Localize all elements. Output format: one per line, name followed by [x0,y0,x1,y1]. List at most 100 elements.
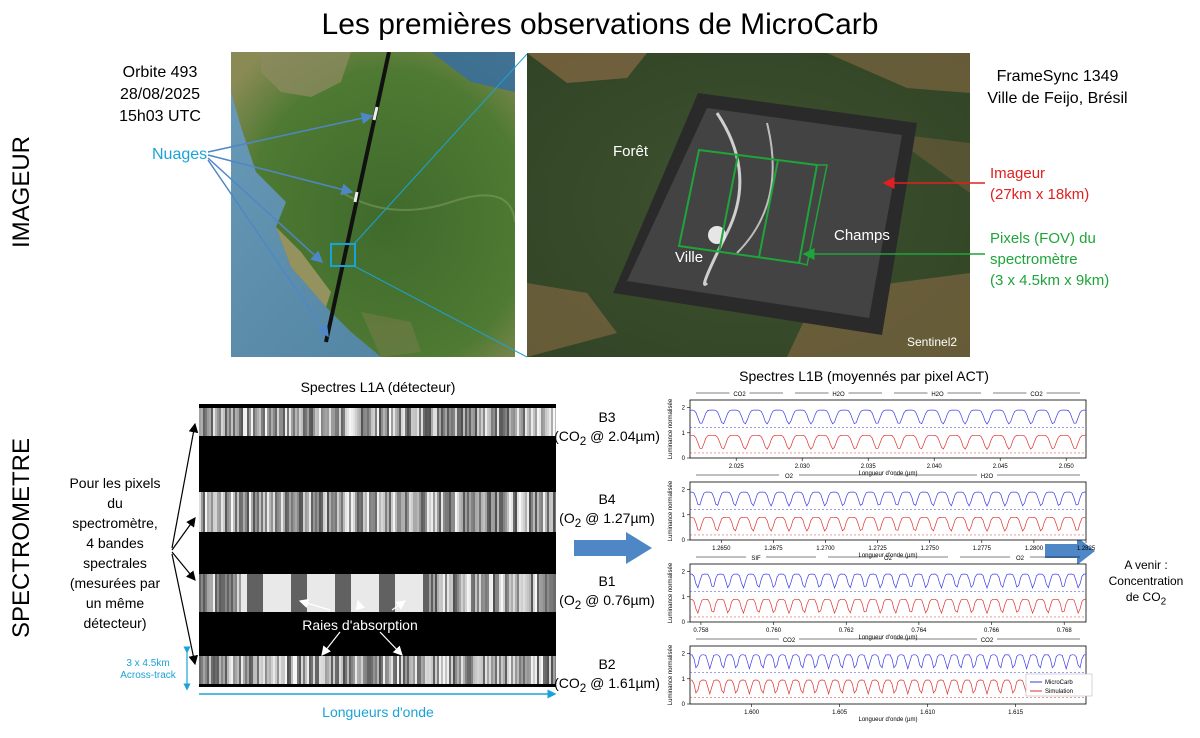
desc-line: (mesurées par [69,575,161,591]
x-tick-label: 2.045 [993,464,1009,470]
x-tick-label: 1.615 [1008,710,1024,716]
x-tick-label: 1.610 [920,710,936,716]
l1a-detector-image [199,404,557,687]
future-line2: Concentration [1108,574,1184,588]
y-tick-label: 1 [682,431,686,437]
x-tick-label: 2.050 [1059,464,1075,470]
x-tick-label: 1.600 [744,710,760,716]
framesync-location: Ville de Feijo, Brésil [987,90,1128,107]
x-tick-label: 0.766 [984,628,1000,634]
y-axis-label: Luminance normalisée [668,644,674,705]
detector-bands [199,408,557,684]
south-america-satellite-map [231,52,515,357]
page-title: Les premières observations de MicroCarb [321,8,879,41]
x-tick-label: 2.040 [927,464,943,470]
x-tick-label: 1.2775 [973,546,992,552]
y-tick-label: 0 [682,456,686,462]
l1a-title: Spectres L1A (détecteur) [300,379,456,395]
pixels-line2: spectromètre [990,251,1078,268]
series-line [689,654,1087,670]
species-annotation: CO2 [981,638,994,644]
legend-entry: Simulation [1045,689,1073,695]
l1b-panel: Luminance normalisée 0 1 2 1.2650 1.2675 1.270… [668,474,1096,559]
orbit-time: 15h03 UTC [119,108,201,125]
x-tick-label: 1.2825 [1077,546,1096,552]
pixels-line1: Pixels (FOV) du [990,230,1096,247]
band-wavelength: @ 0.76µm) [581,592,655,608]
desc-line: du [107,495,123,511]
across-size: 3 x 4.5km [126,658,170,669]
x-tick-label: 0.758 [693,628,709,634]
sentinel-label: Sentinel2 [907,335,958,349]
l1b-legend: MicroCarb Simulation [1025,673,1093,697]
species-annotation: SIF [751,556,761,562]
imageur-title: Imageur [990,165,1046,182]
across-track-label: 3 x 4.5km Across-track [112,658,184,682]
pixels-annotation: Pixels (FOV) du spectromètre (3 x 4.5km … [990,228,1109,291]
y-tick-label: 1 [682,677,686,683]
x-tick-label: 1.2675 [764,546,783,552]
species-annotation: CO2 [783,638,796,644]
y-tick-label: 0 [682,702,686,708]
x-axis-label: Longueur d'onde (µm) [859,553,918,559]
x-tick-label: 1.2725 [868,546,887,552]
series-line [690,491,1086,507]
pixels-line3: (3 x 4.5km x 9km) [990,272,1110,289]
band-label-b2: B2 (CO2 @ 1.61µm) [554,656,660,695]
band-label-b4: B4 (O2 @ 1.27µm) [554,490,660,533]
series-line [690,409,1086,425]
species-annotation: H2O [981,474,994,480]
band-species-sub: 2 [579,681,587,695]
species-annotation: O2 [884,556,893,562]
desc-line: 4 bandes [86,535,144,551]
y-tick-label: 0 [682,538,686,544]
orbit-number: Orbite 493 [122,64,198,81]
x-tick-label: 2.030 [795,464,811,470]
detector-band [199,408,557,436]
y-axis-label: Luminance normalisée [668,562,674,623]
band-name: B1 [598,573,616,589]
band-species-sub: 2 [579,434,587,448]
species-annotation: CO2 [733,392,746,398]
band-name: B3 [598,409,616,425]
band-species: O [563,510,575,526]
band-name: B2 [598,656,616,672]
wavelengths-label: Longueurs d'onde [322,704,434,720]
y-tick-label: 2 [682,570,686,576]
y-tick-label: 2 [682,488,686,494]
l1b-panel: Luminance normalisée 0 1 2 2.025 2.030 2.035 2.… [668,392,1087,477]
band-species: CO [558,428,580,444]
band-wavelength: @ 2.04µm) [586,428,660,444]
band-species: CO [558,675,580,691]
x-axis-label: Longueur d'onde (µm) [859,717,918,723]
x-tick-label: 1.605 [832,710,848,716]
legend-entry: MicroCarb [1045,680,1073,686]
y-axis-label: Luminance normalisée [668,480,674,541]
desc-line: un même [85,595,145,611]
foret-label: Forêt [613,143,649,160]
orbit-info: Orbite 493 28/08/2025 15h03 UTC [95,62,225,128]
arrow-to-l1b [574,532,652,564]
y-axis-label: Luminance normalisée [668,398,674,459]
series-line [689,598,1087,615]
species-annotation: O2 [1016,556,1025,562]
y-tick-label: 2 [682,406,686,412]
x-tick-label: 1.2650 [712,546,731,552]
absorption-label: Raies d'absorption [302,617,418,633]
series-line [690,434,1086,450]
series-line [690,516,1086,533]
desc-line: détecteur) [83,615,147,631]
x-tick-label: 2.035 [861,464,877,470]
desc-line: Pour les pixels [69,475,161,491]
detector-band [199,574,557,612]
x-tick-label: 0.764 [911,628,927,634]
champs-label: Champs [834,227,890,244]
series-line [690,573,1086,590]
future-text: A venir : Concentration de CO2 [1098,557,1194,610]
x-tick-label: 2.025 [729,464,745,470]
x-tick-label: 0.768 [1057,628,1073,634]
desc-line: spectromètre, [72,515,158,531]
nuages-label: Nuages [152,146,208,163]
